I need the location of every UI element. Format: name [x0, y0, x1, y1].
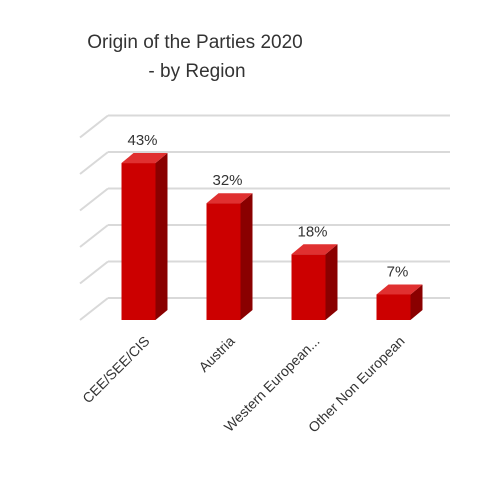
chart-subtitle: - by Region	[148, 61, 245, 82]
bar	[376, 284, 423, 320]
bar	[291, 244, 338, 320]
gridline	[79, 151, 450, 175]
category-tick-label: Austria	[195, 333, 237, 375]
data-label: 43%	[127, 132, 157, 149]
gridline	[79, 114, 450, 139]
category-tick-label: CEE/SEE/CIS	[79, 333, 152, 406]
data-label: 7%	[387, 263, 409, 280]
category-tick-label: Western European...	[221, 333, 323, 435]
data-labels: 43% 32% 18% 7%	[127, 132, 408, 280]
bar	[206, 193, 253, 320]
data-label: 18%	[297, 223, 327, 240]
chart-title: Origin of the Parties 2020	[87, 32, 302, 53]
data-label: 32%	[212, 172, 242, 189]
category-tick-label: Other Non European	[305, 333, 408, 436]
bars	[121, 153, 423, 320]
bar	[121, 153, 168, 320]
